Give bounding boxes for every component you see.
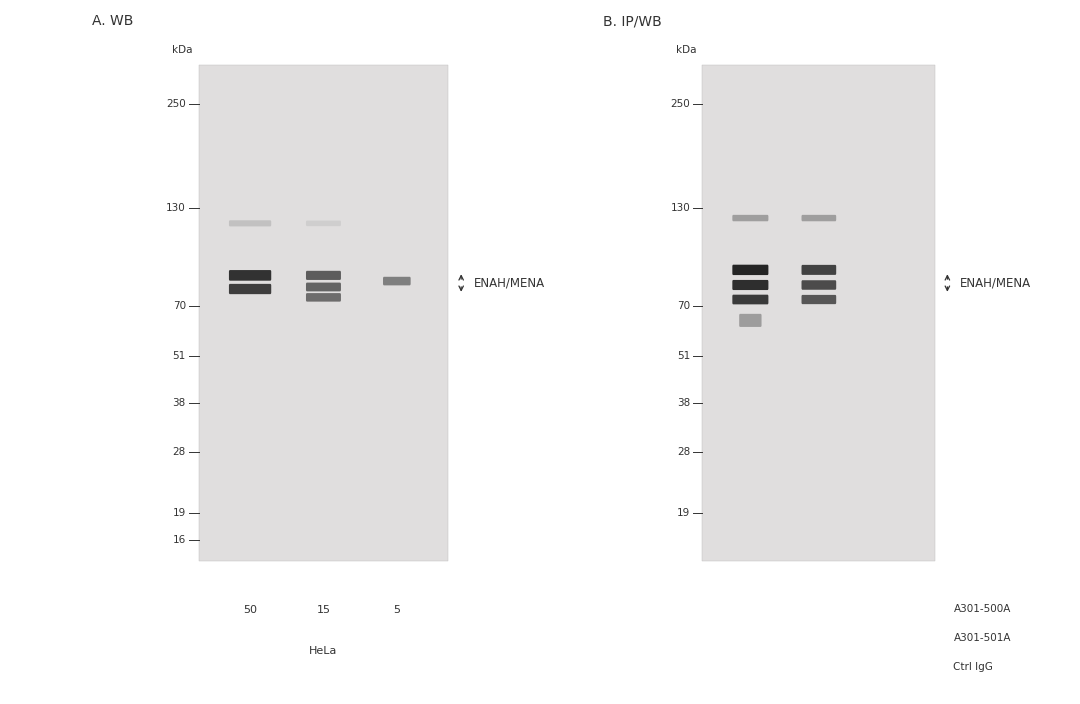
FancyBboxPatch shape [306,271,341,280]
FancyBboxPatch shape [383,277,410,285]
Text: 50: 50 [243,605,257,615]
Text: 51: 51 [677,351,690,361]
Text: 28: 28 [173,446,186,456]
Text: 28: 28 [677,446,690,456]
FancyBboxPatch shape [732,295,768,304]
Text: ENAH/MENA: ENAH/MENA [474,277,545,289]
Text: Ctrl IgG: Ctrl IgG [954,662,994,672]
Text: 15: 15 [316,605,330,615]
FancyBboxPatch shape [306,220,341,226]
Text: A. WB: A. WB [92,14,133,28]
Text: ENAH/MENA: ENAH/MENA [959,277,1030,289]
Text: 19: 19 [677,508,690,518]
FancyBboxPatch shape [229,284,271,294]
Text: 19: 19 [173,508,186,518]
Text: kDa: kDa [172,44,192,55]
FancyBboxPatch shape [801,265,836,275]
Text: 130: 130 [671,203,690,213]
Text: 5: 5 [393,605,401,615]
Text: 51: 51 [173,351,186,361]
Bar [229,596,271,625]
FancyBboxPatch shape [732,265,768,275]
FancyBboxPatch shape [306,282,341,291]
Text: 16: 16 [173,535,186,546]
FancyBboxPatch shape [306,293,341,301]
Bar [702,65,935,562]
FancyBboxPatch shape [732,280,768,290]
FancyBboxPatch shape [801,215,836,221]
Text: 70: 70 [173,301,186,311]
Text: 250: 250 [166,99,186,109]
Text: A301-501A: A301-501A [954,633,1011,643]
FancyBboxPatch shape [801,295,836,304]
Text: kDa: kDa [676,44,697,55]
Text: 38: 38 [173,398,186,408]
Text: B. IP/WB: B. IP/WB [603,14,661,28]
FancyBboxPatch shape [732,215,768,221]
FancyBboxPatch shape [739,314,761,327]
Bar [302,596,345,625]
Bar [199,65,448,562]
Text: 38: 38 [677,398,690,408]
Text: 70: 70 [677,301,690,311]
FancyBboxPatch shape [229,270,271,281]
FancyBboxPatch shape [801,280,836,290]
Text: 130: 130 [166,203,186,213]
Text: 250: 250 [671,99,690,109]
Text: A301-500A: A301-500A [954,604,1011,614]
Text: HeLa: HeLa [309,646,338,656]
FancyBboxPatch shape [229,220,271,227]
Bar [376,596,418,625]
